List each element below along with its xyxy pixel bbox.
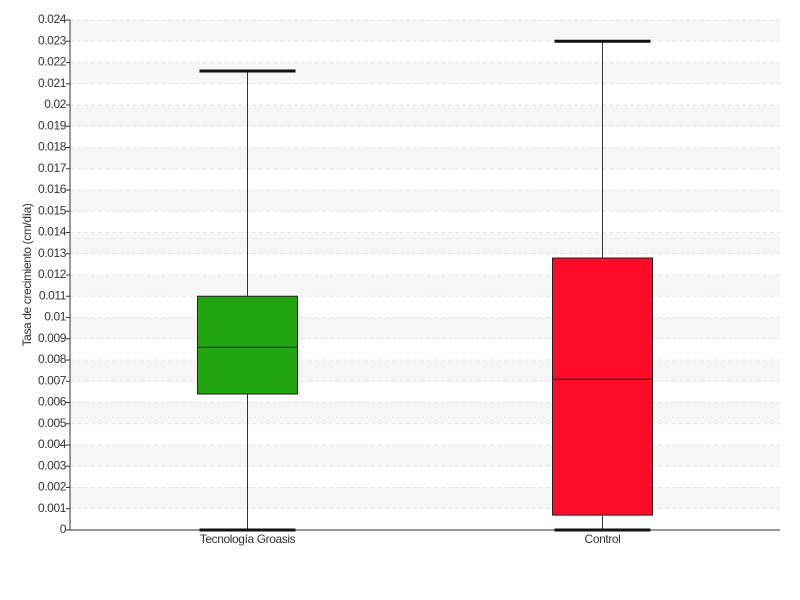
y-tick-label: 0.006 xyxy=(38,395,67,409)
y-tick-label: 0.024 xyxy=(38,12,67,26)
grid-band xyxy=(70,360,780,382)
y-tick-label: 0.007 xyxy=(38,373,67,387)
x-tick-label: Control xyxy=(585,532,621,546)
grid-band xyxy=(70,147,780,169)
y-tick-label: 0.023 xyxy=(38,33,67,47)
y-tick-label: 0.019 xyxy=(38,118,67,132)
grid-band xyxy=(70,317,780,339)
y-tick-label: 0.016 xyxy=(38,182,67,196)
grid-band xyxy=(70,105,780,127)
y-tick-label: 0.009 xyxy=(38,331,67,345)
box xyxy=(552,257,653,516)
y-tick-label: 0.004 xyxy=(38,437,67,451)
grid-band xyxy=(70,445,780,467)
y-tick-label: 0.01 xyxy=(44,310,66,324)
grid-band xyxy=(70,62,780,84)
y-tick-label: 0.017 xyxy=(38,161,67,175)
grid-band xyxy=(70,190,780,212)
x-tick-label: Tecnología Groasis xyxy=(200,532,296,546)
y-tick-label: 0.014 xyxy=(38,225,67,239)
grid-band xyxy=(70,402,780,424)
y-tick-label: 0.021 xyxy=(38,76,67,90)
grid-band xyxy=(70,487,780,509)
y-tick-label: 0.003 xyxy=(38,458,67,472)
y-tick-label: 0 xyxy=(60,522,67,536)
grid-band xyxy=(70,20,780,42)
y-axis-label: Tasa de crecimiento (cm/día) xyxy=(20,203,34,346)
grid-band xyxy=(70,232,780,254)
y-tick-label: 0.008 xyxy=(38,352,67,366)
y-tick-label: 0.002 xyxy=(38,480,67,494)
y-tick-label: 0.001 xyxy=(38,501,67,515)
y-tick-label: 0.013 xyxy=(38,246,67,260)
y-tick-label: 0.015 xyxy=(38,203,67,217)
grid-band xyxy=(70,275,780,297)
y-tick-label: 0.011 xyxy=(39,288,67,302)
y-tick-label: 0.018 xyxy=(38,140,67,154)
y-tick-label: 0.022 xyxy=(38,55,67,69)
y-tick-label: 0.012 xyxy=(38,267,67,281)
y-tick-label: 0.02 xyxy=(44,97,66,111)
y-tick-label: 0.005 xyxy=(38,416,67,430)
box xyxy=(197,295,298,395)
